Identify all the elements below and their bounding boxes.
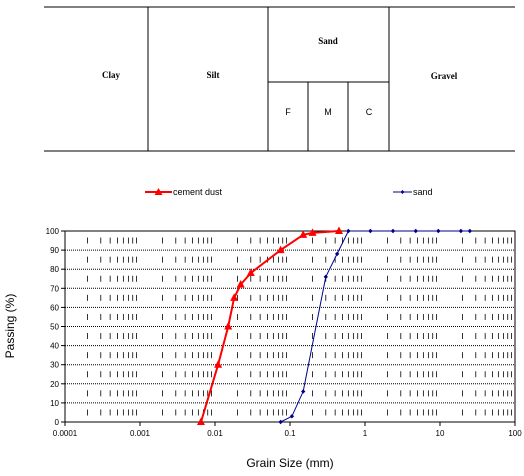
- tick-labels: 0 10 20 30 40 50 60 70 80 90 100 0.0001 0.001 0.01 0.1…: [46, 227, 523, 438]
- legend-sand-marker: [400, 190, 405, 194]
- y-tick-label: 20: [50, 380, 59, 389]
- legend-sand-label: sand: [413, 187, 433, 197]
- cement-dust-series-line: [200, 230, 340, 423]
- y-axis-label: Passing (%): [3, 294, 17, 359]
- horizontal-gridlines: [65, 249, 515, 404]
- sand-point: [467, 228, 473, 234]
- minor-tick-marks: [87, 237, 512, 416]
- x-tick-label: 1: [363, 429, 368, 438]
- y-tick-label: 10: [50, 399, 59, 408]
- sand-point: [289, 414, 295, 419]
- cement-dust-point: [334, 226, 343, 234]
- series-layer: [196, 226, 473, 425]
- cement-dust-point: [236, 279, 245, 288]
- y-tick-label: 50: [50, 323, 59, 332]
- clay-label: Clay: [102, 70, 121, 80]
- x-tick-label: 0.001: [130, 429, 151, 438]
- y-tick-label: 0: [55, 418, 60, 427]
- x-tick-label: 0.0001: [53, 429, 78, 438]
- y-tick-label: 70: [50, 284, 59, 293]
- sand-medium-label: M: [324, 107, 332, 117]
- y-tick-label: 100: [46, 227, 60, 236]
- x-axis-label: Grain Size (mm): [246, 456, 333, 470]
- sand-coarse-label: C: [366, 107, 373, 117]
- y-tick-label: 40: [50, 342, 59, 351]
- sand-label: Sand: [318, 36, 338, 46]
- y-tick-label: 60: [50, 303, 59, 312]
- axis-ticks: [61, 230, 516, 426]
- x-tick-label: 100: [508, 429, 522, 438]
- legend-cement-dust-marker: [154, 188, 163, 195]
- y-tick-label: 80: [50, 265, 59, 274]
- cement-dust-point: [214, 360, 223, 368]
- x-tick-label: 0.1: [284, 429, 296, 438]
- x-tick-label: 0.01: [207, 429, 223, 438]
- soil-classification-table: Clay Silt Sand Gravel F M C: [44, 6, 515, 152]
- y-tick-label: 90: [50, 246, 59, 255]
- sand-point: [413, 228, 418, 234]
- sand-point: [390, 228, 396, 234]
- plot-area: 0 10 20 30 40 50 60 70 80 90 100 0.0001 0.001 0.01 0.1…: [3, 226, 523, 470]
- sand-point: [278, 419, 283, 425]
- sand-point: [346, 228, 351, 234]
- sand-fine-label: F: [285, 107, 291, 117]
- sand-point: [334, 251, 340, 257]
- x-tick-label: 10: [436, 429, 445, 438]
- sand-series-line: [280, 230, 470, 423]
- sand-point: [458, 228, 464, 234]
- gravel-label: Gravel: [431, 71, 458, 81]
- sand-point: [436, 228, 441, 234]
- cement-dust-point: [276, 245, 285, 254]
- silt-label: Silt: [206, 70, 219, 80]
- legend-cement-dust-label: cement dust: [173, 187, 223, 197]
- sand-point: [368, 228, 373, 234]
- cement-dust-point: [308, 228, 317, 236]
- cement-dust-point: [224, 322, 233, 330]
- cement-dust-point: [196, 417, 205, 425]
- legend: cement dust sand: [145, 187, 433, 197]
- sand-point: [323, 274, 328, 280]
- cement-dust-point: [246, 268, 255, 277]
- cement-dust-point: [230, 293, 239, 301]
- sand-point: [301, 389, 306, 394]
- y-tick-label: 30: [50, 361, 59, 370]
- cement-dust-point: [299, 230, 308, 238]
